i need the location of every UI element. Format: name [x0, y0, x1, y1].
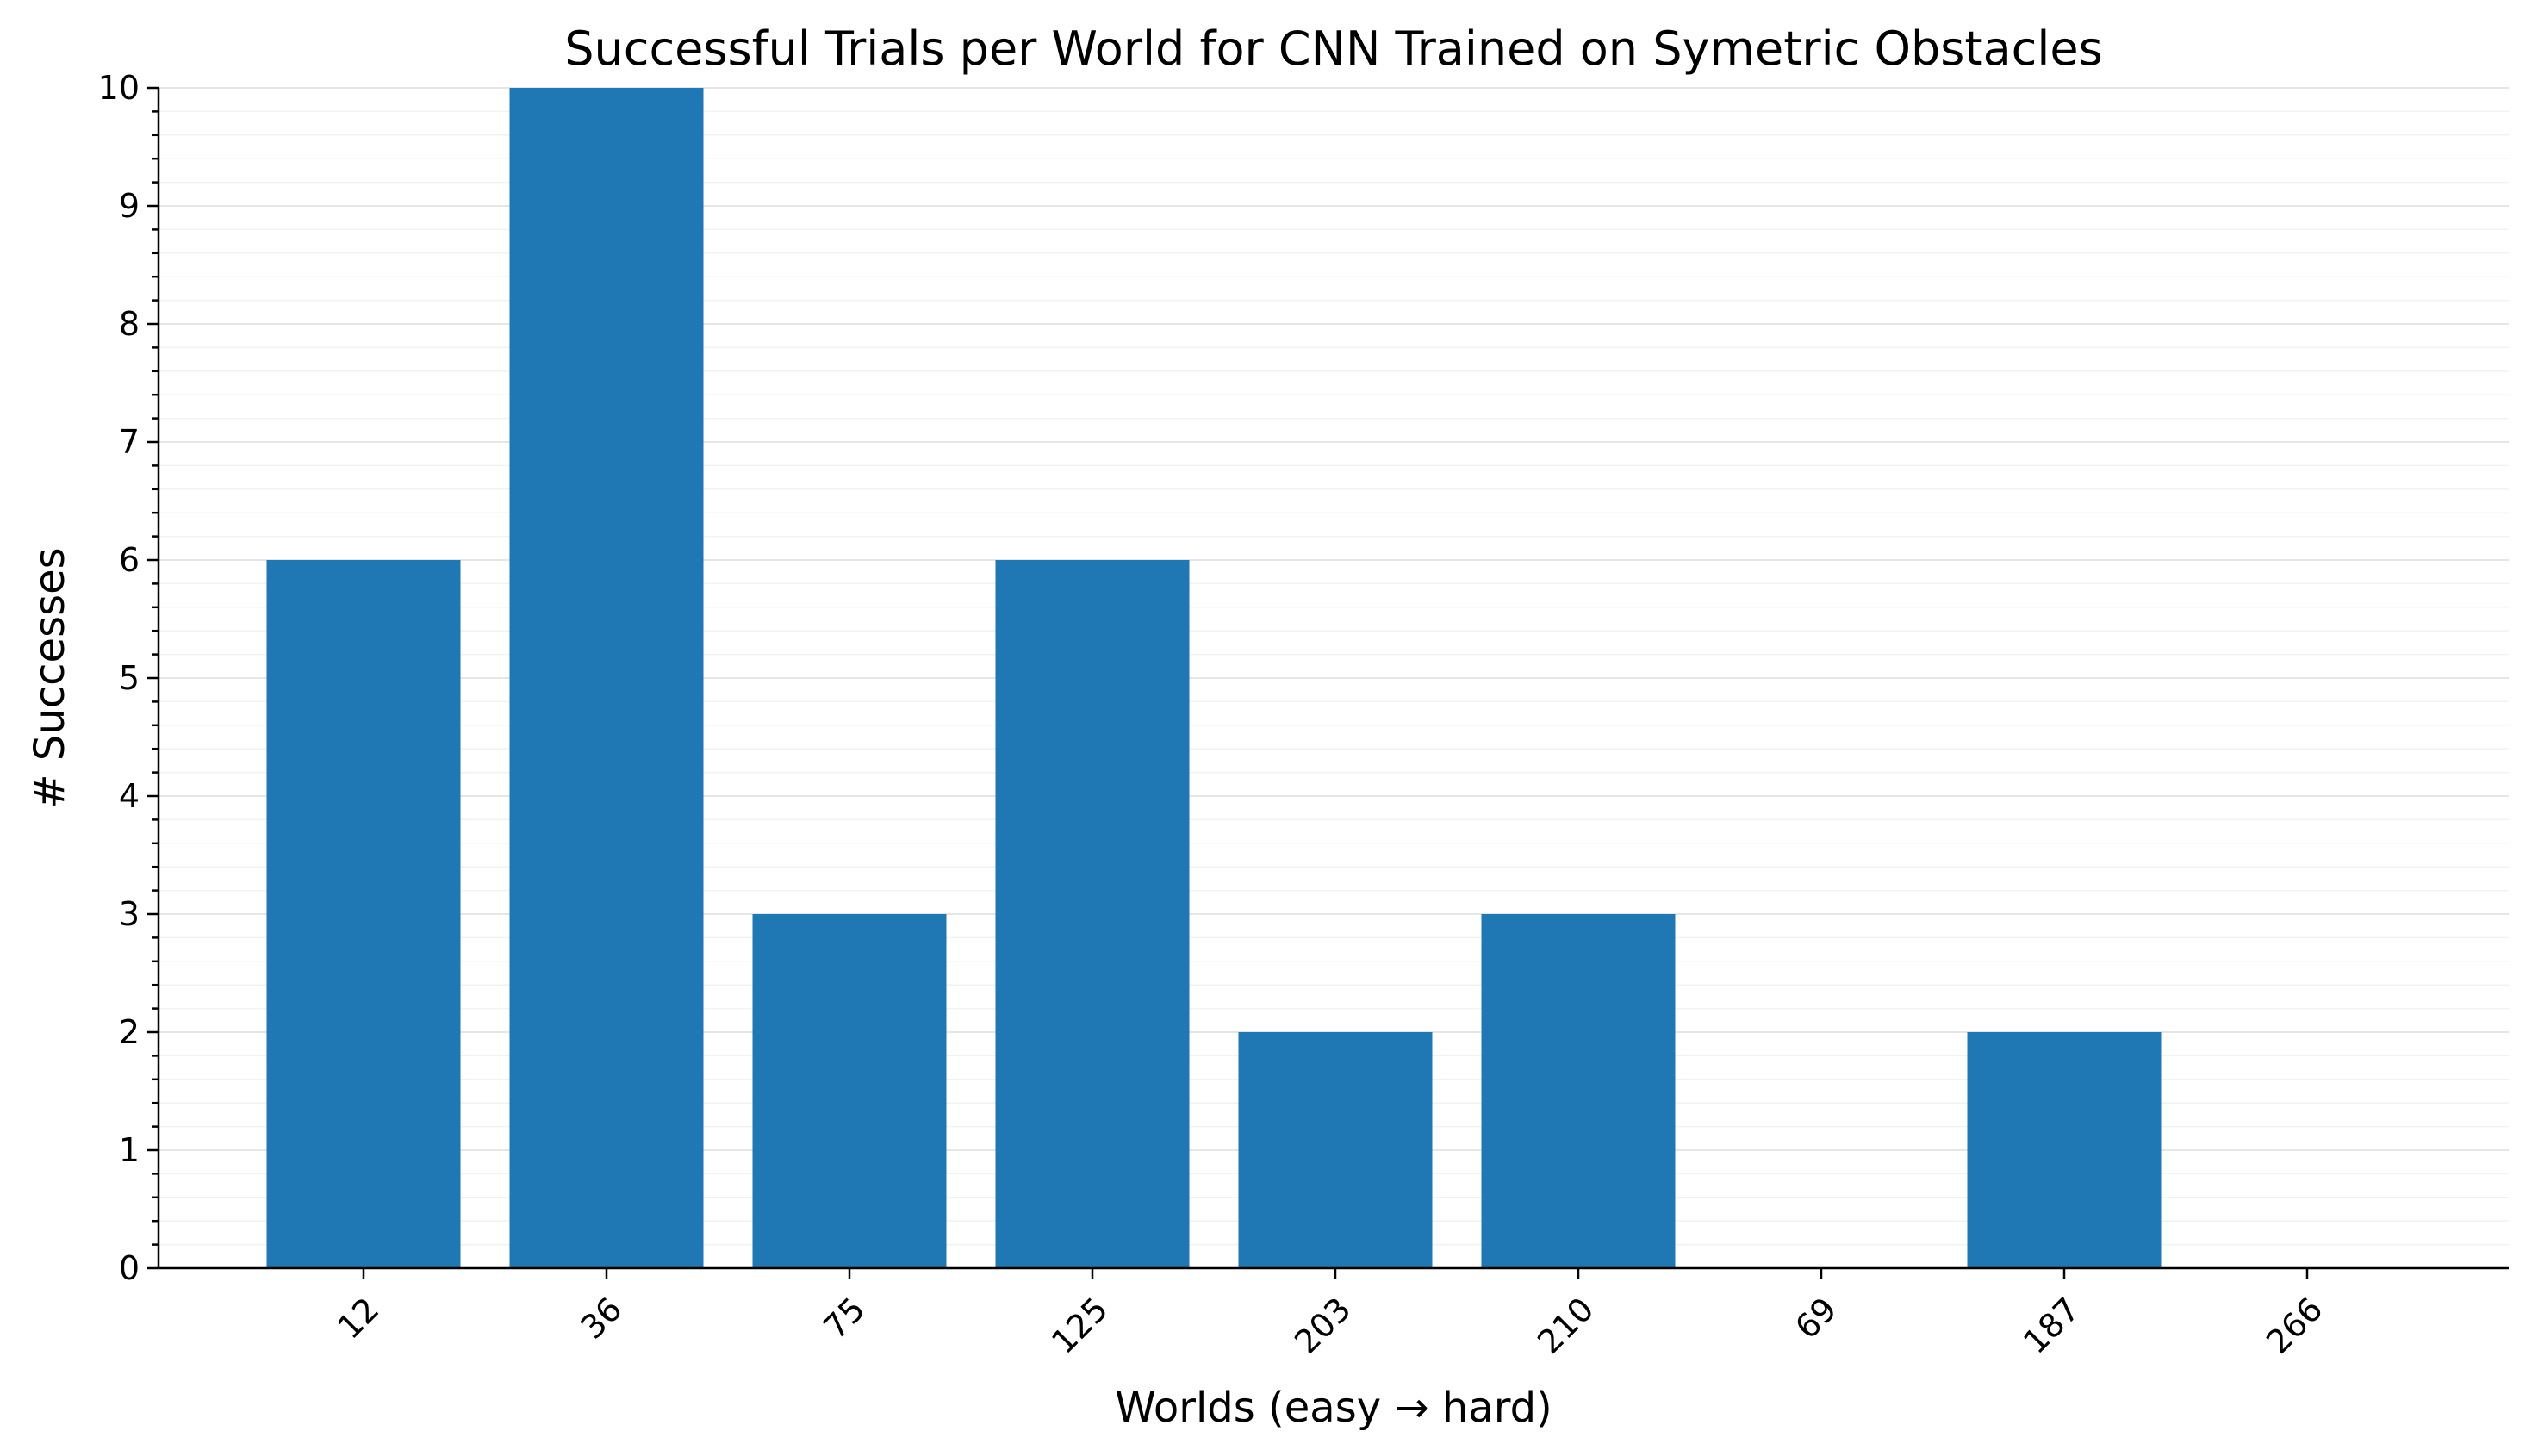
- y-tick-label: 5: [119, 659, 140, 697]
- y-tick-label: 6: [119, 541, 140, 579]
- bar-125: [995, 560, 1190, 1268]
- y-tick-label: 0: [119, 1249, 140, 1287]
- y-axis: 0 1 2 3 4 5 6 7 8 9 10: [98, 69, 159, 1287]
- x-axis: 12 36 75 125 203 210 69 187 266: [330, 1268, 2330, 1361]
- x-tick-label: 266: [2259, 1290, 2330, 1360]
- bars: [266, 88, 2162, 1268]
- y-tick-label: 9: [119, 187, 140, 225]
- y-tick-label: 4: [119, 777, 140, 815]
- x-tick-label: 69: [1788, 1290, 1844, 1346]
- x-tick-label: 12: [330, 1290, 386, 1346]
- x-tick-label: 75: [816, 1290, 872, 1346]
- y-tick-label: 7: [119, 423, 140, 461]
- bar-203: [1238, 1032, 1433, 1268]
- x-tick-label: 210: [1530, 1290, 1601, 1360]
- y-tick-label: 2: [119, 1013, 140, 1051]
- chart-title: Successful Trials per World for CNN Trai…: [564, 22, 2102, 76]
- y-axis-label: # Successes: [26, 547, 74, 808]
- bar-187: [1967, 1032, 2162, 1268]
- bar-210: [1481, 914, 1676, 1268]
- x-tick-label: 125: [1044, 1290, 1115, 1360]
- x-tick-label: 36: [573, 1290, 629, 1346]
- x-tick-label: 187: [2016, 1290, 2087, 1360]
- y-tick-label: 10: [98, 69, 140, 107]
- bar-75: [752, 914, 947, 1268]
- bar-12: [266, 560, 461, 1268]
- y-tick-label: 1: [119, 1131, 140, 1169]
- bar-36: [509, 88, 704, 1268]
- y-tick-label: 8: [119, 305, 140, 343]
- x-tick-label: 203: [1287, 1290, 1358, 1360]
- y-tick-label: 3: [119, 895, 140, 933]
- x-axis-label: Worlds (easy → hard): [1115, 1384, 1552, 1432]
